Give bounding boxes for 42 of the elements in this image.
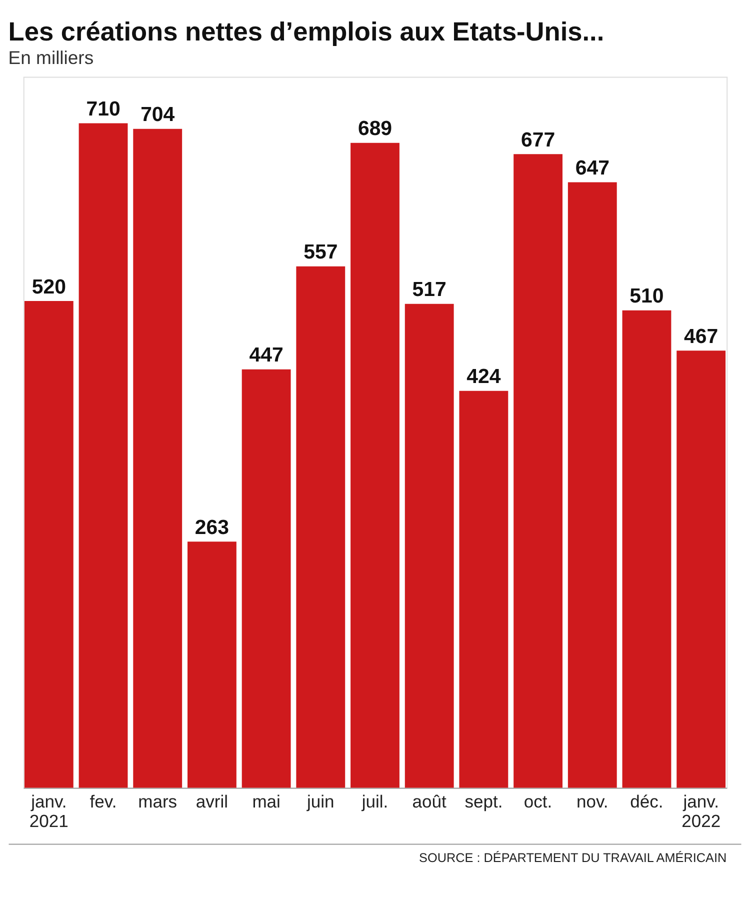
x-tick-label: fev. — [90, 792, 117, 812]
bar — [188, 542, 236, 788]
data-label: 520 — [32, 275, 66, 298]
bar — [296, 266, 346, 788]
x-tick-label: mars — [138, 792, 178, 812]
x-tick-label: déc. — [630, 792, 664, 812]
bar — [78, 123, 128, 788]
bar — [24, 301, 74, 788]
bar — [568, 182, 617, 788]
data-label: 424 — [466, 365, 502, 388]
data-label: 510 — [630, 284, 664, 308]
data-label: 710 — [86, 97, 120, 120]
source-note: SOURCE : DÉPARTEMENT DU TRAVAIL AMÉRICAIN — [419, 850, 727, 865]
x-tick-label: août — [412, 792, 447, 812]
x-tick-label: oct. — [524, 792, 552, 812]
data-label: 557 — [304, 240, 338, 264]
bar — [459, 390, 508, 788]
chart-subtitle: En milliers — [8, 47, 94, 68]
x-tick-label: juil. — [360, 792, 388, 812]
bar — [133, 128, 182, 788]
data-label: 677 — [520, 128, 556, 152]
x-tick-label: avril — [196, 792, 228, 812]
data-label: 704 — [140, 103, 176, 126]
data-label: 467 — [684, 324, 718, 348]
x-tick-label: janv. 2022 — [682, 792, 721, 832]
data-label: 689 — [358, 117, 392, 140]
x-tick-label: janv. 2021 — [29, 792, 68, 832]
x-tick-label: nov. — [576, 792, 608, 812]
data-label: 263 — [194, 516, 230, 539]
chart-title: Les créations nettes d’emplois aux Etats-Unis... — [8, 16, 604, 47]
bar — [514, 154, 562, 788]
bar — [350, 142, 400, 788]
bar — [676, 350, 726, 788]
data-label: 647 — [575, 156, 610, 180]
x-tick-label: mai — [252, 792, 280, 812]
bar — [404, 304, 454, 788]
x-tick-label: sept. — [464, 792, 503, 812]
data-label: 517 — [412, 278, 446, 302]
bar — [242, 369, 291, 788]
bar — [622, 310, 672, 788]
data-label: 447 — [249, 344, 284, 367]
x-tick-label: juin — [306, 792, 334, 812]
